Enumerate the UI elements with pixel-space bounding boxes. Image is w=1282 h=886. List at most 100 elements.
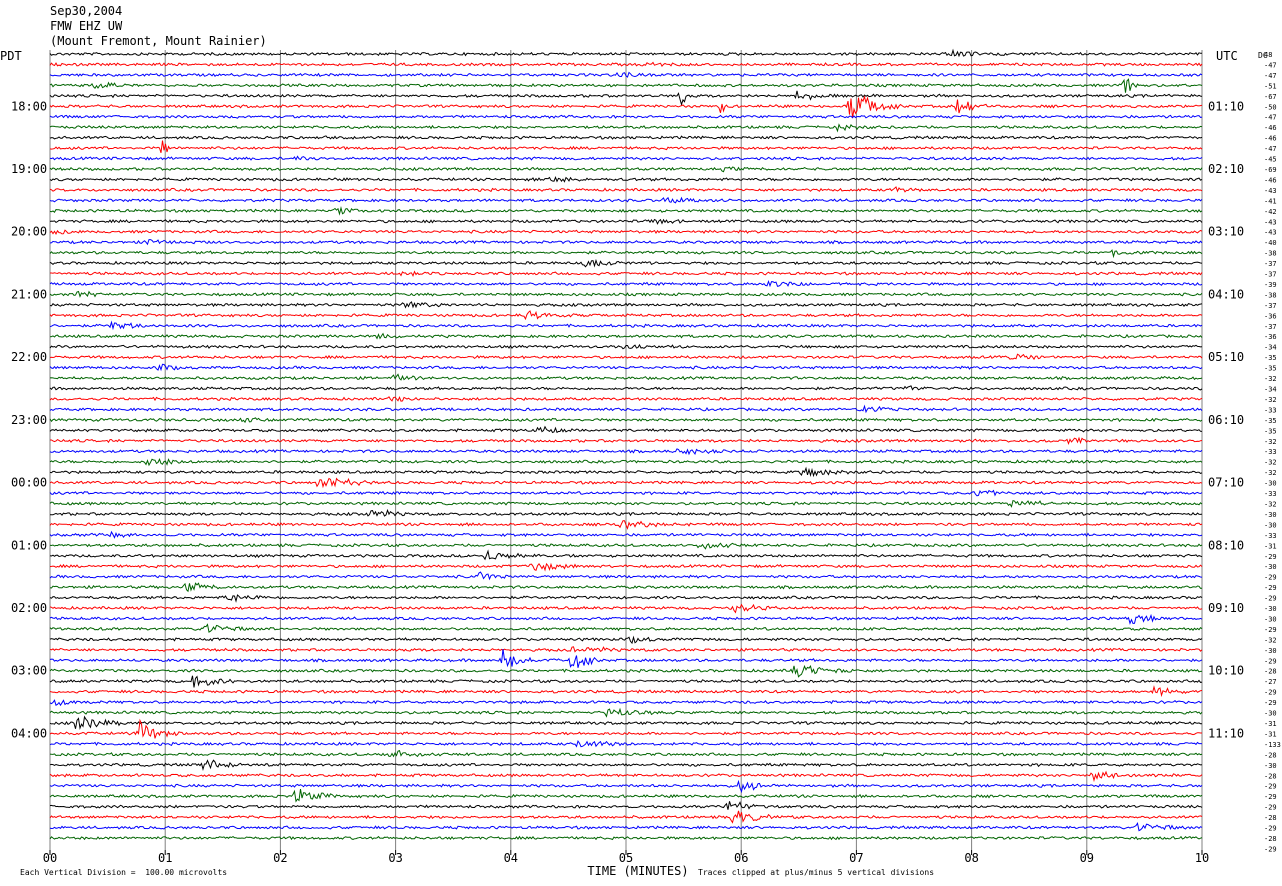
- seismic-trace: [49, 385, 1203, 391]
- pdt-axis-title: PDT: [0, 49, 22, 63]
- utc-hour-label: 05:10: [1208, 350, 1244, 364]
- pdt-hour-label: 19:00: [11, 162, 47, 176]
- seismic-trace: [49, 196, 1203, 204]
- seismic-trace: [49, 562, 1203, 572]
- seismic-trace: [49, 61, 1203, 67]
- utc-hour-label: 03:10: [1208, 225, 1244, 239]
- dc-offset-label: -33: [1264, 406, 1277, 414]
- dc-offset-label: -29: [1264, 793, 1277, 801]
- seismic-trace: [49, 458, 1203, 467]
- dc-offset-label: -28: [1264, 751, 1277, 759]
- pdt-hour-label: 18:00: [11, 99, 47, 113]
- pdt-hour-label: 01:00: [11, 538, 47, 552]
- pdt-hour-label: 20:00: [11, 225, 47, 239]
- dc-offset-label: -30: [1264, 605, 1277, 613]
- seismic-trace: [49, 186, 1203, 193]
- dc-offset-label: -37: [1264, 323, 1277, 331]
- seismic-trace: [49, 155, 1203, 161]
- seismic-trace: [50, 270, 1203, 278]
- x-tick-label: 04: [504, 851, 518, 865]
- pdt-hour-label: 02:00: [11, 601, 47, 615]
- dc-offset-label: -67: [1264, 93, 1277, 101]
- utc-hour-label: 06:10: [1208, 413, 1244, 427]
- seismic-trace: [50, 508, 1203, 517]
- dc-offset-label: -41: [1264, 197, 1277, 205]
- dc-offset-label: -133: [1264, 741, 1281, 749]
- seismic-trace: [49, 715, 1202, 731]
- dc-offset-label: -29: [1264, 584, 1277, 592]
- record-date: Sep30,2004: [50, 4, 123, 18]
- dc-offset-label: -33: [1264, 532, 1277, 540]
- utc-hour-label: 08:10: [1208, 538, 1244, 552]
- seismic-trace: [49, 749, 1203, 758]
- dc-offset-label: -46: [1264, 176, 1277, 184]
- seismic-trace: [49, 417, 1203, 424]
- station-location: (Mount Fremont, Mount Rainier): [50, 34, 267, 48]
- dc-offset-label: -34: [1264, 386, 1277, 394]
- utc-axis-title: UTC: [1216, 49, 1238, 63]
- seismic-trace: [49, 78, 1203, 93]
- x-tick-label: 02: [273, 851, 287, 865]
- pdt-hour-label: 04:00: [11, 726, 47, 740]
- seismic-trace: [49, 48, 1202, 58]
- seismic-trace: [49, 571, 1203, 581]
- dc-offset-label: -31: [1264, 720, 1277, 728]
- utc-hour-label: 11:10: [1208, 726, 1244, 740]
- seismic-trace: [49, 95, 1203, 119]
- pdt-hour-label: 21:00: [11, 287, 47, 301]
- dc-offset-label: -69: [1264, 166, 1277, 174]
- dc-offset-label: -47: [1264, 72, 1277, 80]
- seismic-trace: [49, 499, 1203, 508]
- seismic-trace: [49, 718, 1202, 739]
- pdt-hour-label: 22:00: [11, 350, 47, 364]
- seismic-trace: [49, 635, 1203, 645]
- seismic-trace: [49, 739, 1203, 748]
- seismic-trace: [49, 822, 1203, 832]
- dc-offset-label: -30: [1264, 511, 1277, 519]
- dc-offset-label: -30: [1264, 647, 1277, 655]
- dc-offset-label: -32: [1264, 375, 1277, 383]
- seismic-trace: [49, 71, 1203, 78]
- dc-offset-label: -29: [1264, 595, 1277, 603]
- seismic-trace: [49, 90, 1203, 107]
- seismic-trace: [49, 310, 1203, 321]
- seismic-trace: [49, 801, 1203, 810]
- dc-offset-label: -32: [1264, 500, 1277, 508]
- seismic-trace: [49, 363, 1203, 372]
- dc-offset-label: -29: [1264, 804, 1277, 812]
- seismic-trace: [49, 789, 1203, 803]
- seismic-trace: [49, 395, 1203, 402]
- dc-offset-label: -36: [1264, 333, 1277, 341]
- dc-offset-label: -40: [1264, 239, 1277, 247]
- dc-offset-label: -30: [1264, 710, 1277, 718]
- utc-hour-label: 01:10: [1208, 99, 1244, 113]
- seismic-trace: [49, 290, 1203, 298]
- dc-offset-label: -29: [1264, 845, 1277, 853]
- dc-offset-label: -34: [1264, 344, 1277, 352]
- seismic-trace: [49, 685, 1203, 698]
- dc-offset-label: -30: [1264, 563, 1277, 571]
- dc-offset-label: -29: [1264, 626, 1277, 634]
- seismic-trace: [49, 549, 1203, 561]
- dc-offset-label: -35: [1264, 354, 1277, 362]
- dc-offset-label: -29: [1264, 699, 1277, 707]
- seismic-trace: [49, 320, 1203, 331]
- dc-offset-label: -32: [1264, 396, 1277, 404]
- seismic-trace: [49, 135, 1203, 140]
- dc-offset-label: -51: [1264, 82, 1277, 90]
- seismic-trace: [49, 206, 1203, 216]
- seismic-trace: [49, 332, 1203, 340]
- dc-axis-title: DC: [1258, 51, 1268, 60]
- seismic-trace: [49, 404, 1203, 414]
- dc-offset-label: -39: [1264, 281, 1277, 289]
- dc-offset-label: -28: [1264, 814, 1277, 822]
- x-axis-title: TIME (MINUTES): [587, 864, 688, 878]
- seismic-trace: [49, 594, 1203, 603]
- x-tick-label: 05: [619, 851, 633, 865]
- dc-offset-label: -29: [1264, 553, 1277, 561]
- dc-offset-label: -30: [1264, 521, 1277, 529]
- x-tick-label: 06: [734, 851, 748, 865]
- dc-offset-label: -50: [1264, 103, 1277, 111]
- dc-offset-label: -28: [1264, 772, 1277, 780]
